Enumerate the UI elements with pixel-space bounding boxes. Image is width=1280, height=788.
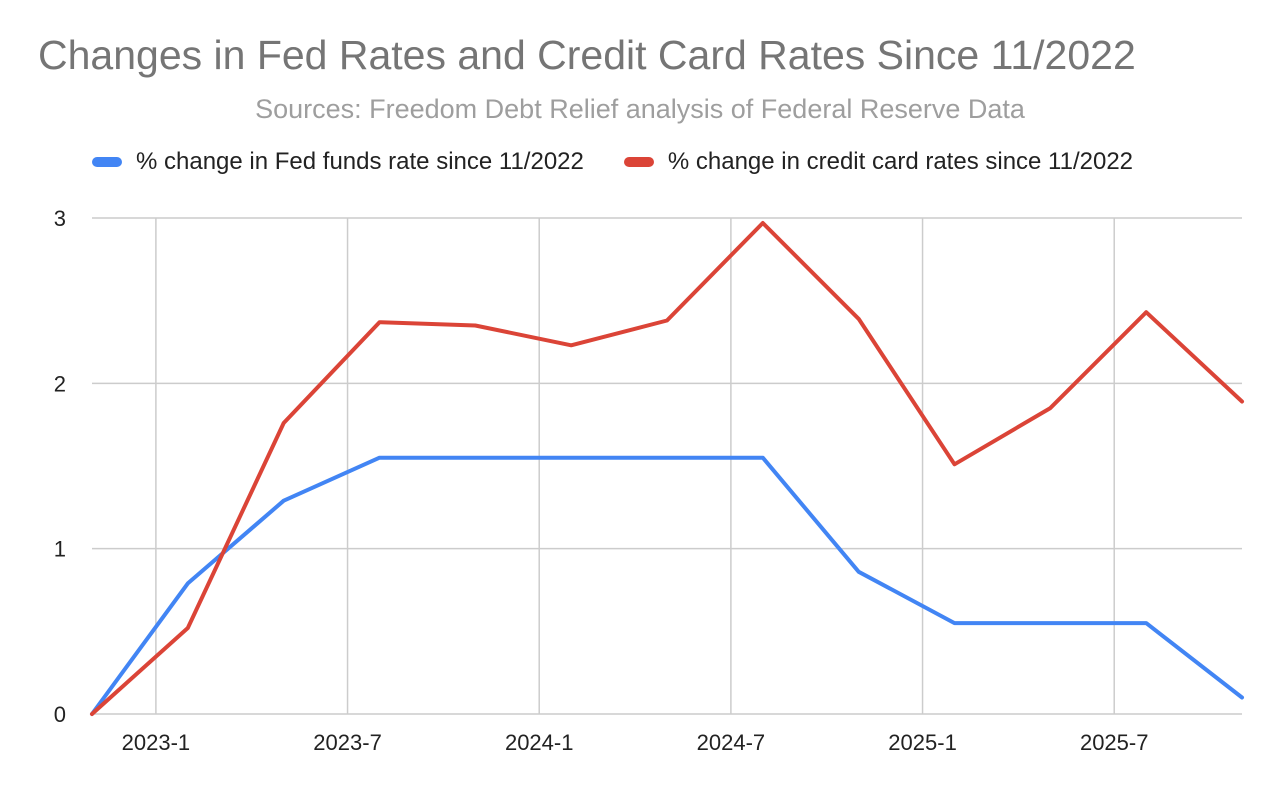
series-line-fed-funds bbox=[90, 455, 1244, 716]
legend-swatch-credit-card bbox=[623, 157, 654, 167]
legend-item-credit-card: % change in credit card rates since 11/2… bbox=[623, 148, 1134, 176]
series-line-credit-card bbox=[90, 221, 1244, 716]
x-tick-label: 2024-7 bbox=[697, 730, 766, 755]
legend: % change in Fed funds rate since 11/2022… bbox=[92, 148, 1173, 176]
x-tick-label: 2023-7 bbox=[313, 730, 382, 755]
x-tick-label: 2024-1 bbox=[505, 730, 574, 755]
chart-subtitle: Sources: Freedom Debt Relief analysis of… bbox=[255, 94, 1025, 124]
chart-title: Changes in Fed Rates and Credit Card Rat… bbox=[38, 32, 1136, 78]
legend-label-credit-card: % change in credit card rates since 11/2… bbox=[667, 148, 1134, 175]
legend-item-fed-funds: % change in Fed funds rate since 11/2022 bbox=[92, 148, 584, 176]
y-tick-label: 3 bbox=[54, 206, 66, 231]
legend-swatch-fed-funds bbox=[92, 157, 122, 167]
y-tick-label: 2 bbox=[54, 371, 66, 396]
y-tick-label: 0 bbox=[54, 702, 66, 727]
x-tick-label: 2023-1 bbox=[122, 730, 191, 755]
legend-label-fed-funds: % change in Fed funds rate since 11/2022 bbox=[136, 148, 584, 175]
y-tick-label: 1 bbox=[54, 537, 66, 562]
x-tick-label: 2025-1 bbox=[888, 730, 957, 755]
x-tick-label: 2025-7 bbox=[1080, 730, 1149, 755]
